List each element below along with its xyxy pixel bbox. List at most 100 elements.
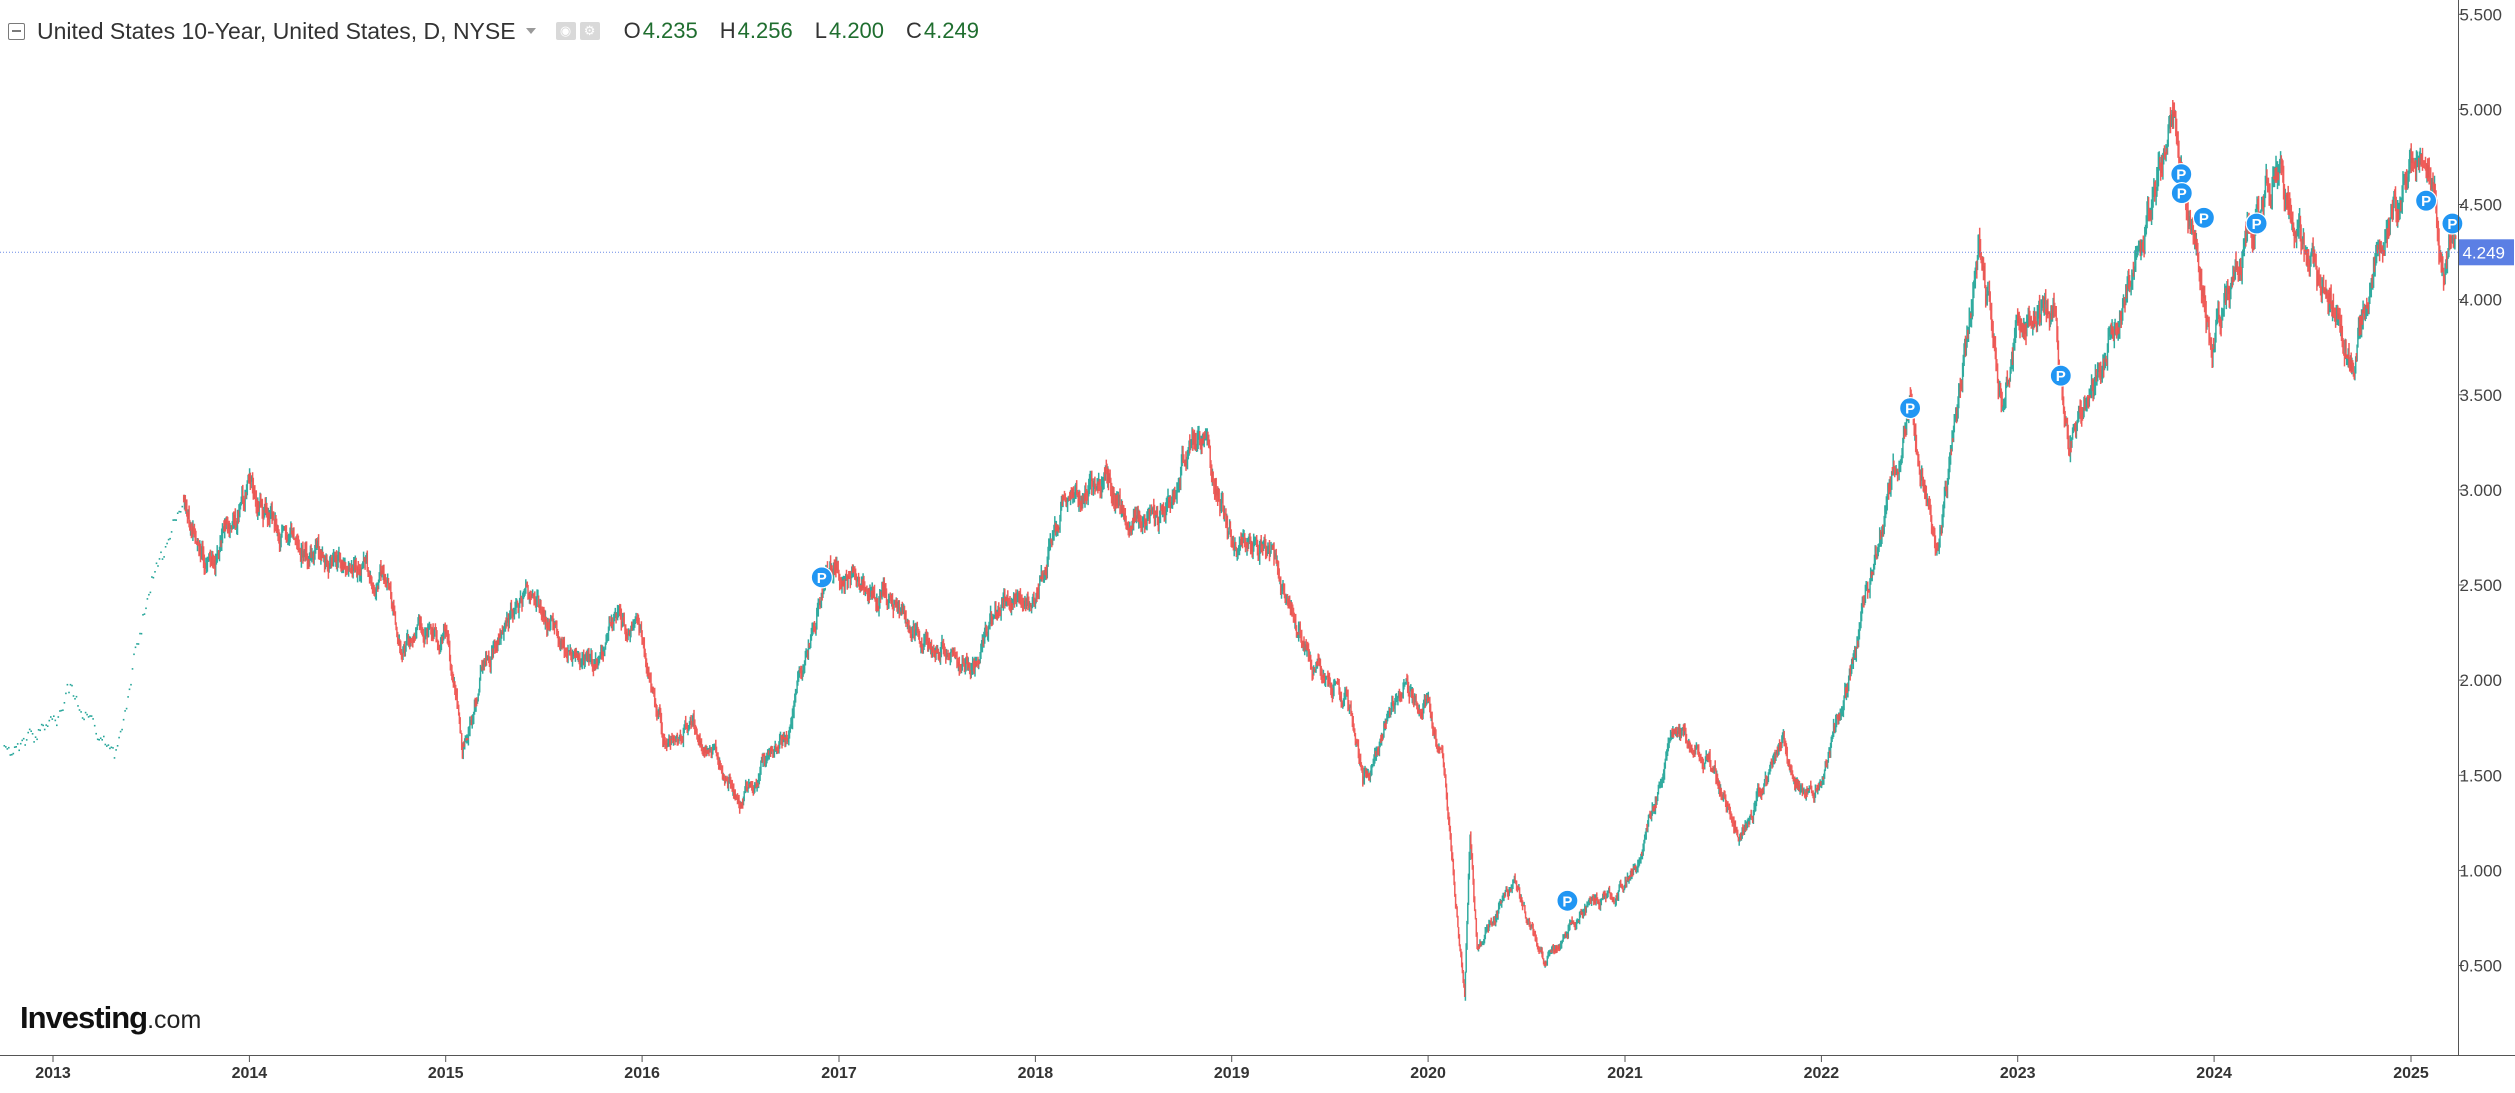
price-dot xyxy=(45,724,47,726)
price-dot xyxy=(164,546,167,548)
price-dot xyxy=(96,738,99,741)
price-dot xyxy=(37,729,40,731)
price-dot xyxy=(116,745,119,747)
price-dot xyxy=(175,519,177,521)
price-dot xyxy=(36,738,38,741)
event-marker[interactable]: P xyxy=(810,566,833,589)
price-dot xyxy=(46,725,49,727)
y-tick-label: 3.000 xyxy=(2459,481,2502,500)
price-dot xyxy=(60,709,63,712)
price-dot xyxy=(115,749,117,751)
price-dot xyxy=(65,692,67,695)
price-dot xyxy=(134,646,137,649)
price-dot xyxy=(54,719,57,722)
event-marker[interactable]: P xyxy=(2441,212,2464,235)
price-dot xyxy=(59,710,61,712)
price-dot xyxy=(13,746,16,748)
price-dot xyxy=(101,739,103,741)
chart-legend: United States 10-Year, United States, D,… xyxy=(8,14,1001,48)
price-dot xyxy=(51,718,54,720)
event-marker[interactable]: P xyxy=(2049,364,2072,387)
price-dot xyxy=(152,576,155,579)
price-dot xyxy=(30,730,32,732)
symbol-dropdown-caret-icon[interactable] xyxy=(525,28,536,34)
price-dot xyxy=(103,735,105,738)
collapse-legend-button[interactable] xyxy=(8,22,25,40)
price-dot xyxy=(119,730,122,733)
ohlc-low: L4.200 xyxy=(814,18,885,43)
price-dot xyxy=(176,512,179,514)
price-dot xyxy=(56,724,58,727)
price-dot xyxy=(6,748,9,750)
ohlc-open: O4.235 xyxy=(623,18,698,43)
x-tick-label: 2014 xyxy=(232,1065,268,1082)
y-tick-label: 2.000 xyxy=(2459,671,2502,690)
ohlc-values: O4.235 H4.256 L4.200 C4.249 xyxy=(624,18,1001,44)
price-dot xyxy=(66,683,69,686)
x-tick-label: 2023 xyxy=(2000,1065,2036,1082)
y-tick-label: 4.000 xyxy=(2459,291,2502,310)
price-dot xyxy=(53,715,55,717)
price-dot xyxy=(122,718,125,721)
price-dot xyxy=(9,754,12,756)
event-marker[interactable]: P xyxy=(1898,397,1922,420)
event-marker[interactable]: P xyxy=(2245,212,2268,235)
price-dot xyxy=(39,729,41,732)
price-dot xyxy=(90,715,93,717)
price-dot xyxy=(12,752,15,755)
price-dot xyxy=(113,757,116,759)
price-dot xyxy=(181,505,184,508)
price-dot xyxy=(80,711,82,713)
price-dot xyxy=(178,510,180,513)
y-tick-label: 4.500 xyxy=(2459,196,2502,215)
y-tick-label: 5.500 xyxy=(2459,5,2502,24)
event-marker[interactable]: P xyxy=(2170,163,2193,186)
price-dot xyxy=(124,710,126,712)
price-dot xyxy=(72,695,75,697)
price-dot xyxy=(169,537,171,540)
price-dot xyxy=(107,744,110,746)
event-marker[interactable]: P xyxy=(1556,889,1579,912)
x-tick-label: 2017 xyxy=(821,1065,857,1082)
price-dot xyxy=(148,593,150,596)
price-dot xyxy=(15,746,17,748)
price-dot xyxy=(149,591,152,594)
event-marker[interactable]: P xyxy=(2192,206,2215,229)
svg-text:P: P xyxy=(2176,167,2186,184)
y-tick-label: 1.500 xyxy=(2459,766,2502,785)
x-tick-label: 2013 xyxy=(35,1065,71,1082)
price-dot xyxy=(24,744,26,746)
svg-text:P: P xyxy=(2056,368,2066,385)
event-marker[interactable]: P xyxy=(2170,182,2193,205)
price-dot xyxy=(50,716,52,718)
price-dot xyxy=(40,723,43,726)
price-dot xyxy=(146,598,149,600)
svg-text:P: P xyxy=(2177,186,2187,203)
event-marker[interactable]: P xyxy=(2415,189,2438,212)
price-dot xyxy=(43,728,46,731)
x-tick-label: 2019 xyxy=(1214,1065,1250,1082)
price-dot xyxy=(42,724,44,727)
price-dot xyxy=(27,731,29,734)
price-dot xyxy=(167,538,170,541)
series-settings-button[interactable]: ⚙ xyxy=(579,22,600,40)
price-dot xyxy=(18,749,20,752)
x-tick-label: 2018 xyxy=(1018,1065,1054,1082)
price-dot xyxy=(62,709,64,711)
svg-text:P: P xyxy=(1562,893,1572,910)
x-tick-label: 2016 xyxy=(624,1065,660,1082)
price-dot xyxy=(93,724,96,727)
eye-icon: ◉ xyxy=(559,23,572,38)
price-dot xyxy=(57,716,60,718)
price-dot xyxy=(157,565,159,567)
x-tick-label: 2024 xyxy=(2196,1065,2232,1082)
price-dot xyxy=(151,576,153,578)
price-dot xyxy=(139,632,141,635)
price-dot xyxy=(28,728,31,731)
symbol-title: United States 10-Year, United States, D,… xyxy=(37,17,516,44)
y-tick-label: 5.000 xyxy=(2459,100,2502,119)
hide-series-button[interactable]: ◉ xyxy=(555,22,576,40)
x-tick-label: 2021 xyxy=(1607,1065,1643,1082)
